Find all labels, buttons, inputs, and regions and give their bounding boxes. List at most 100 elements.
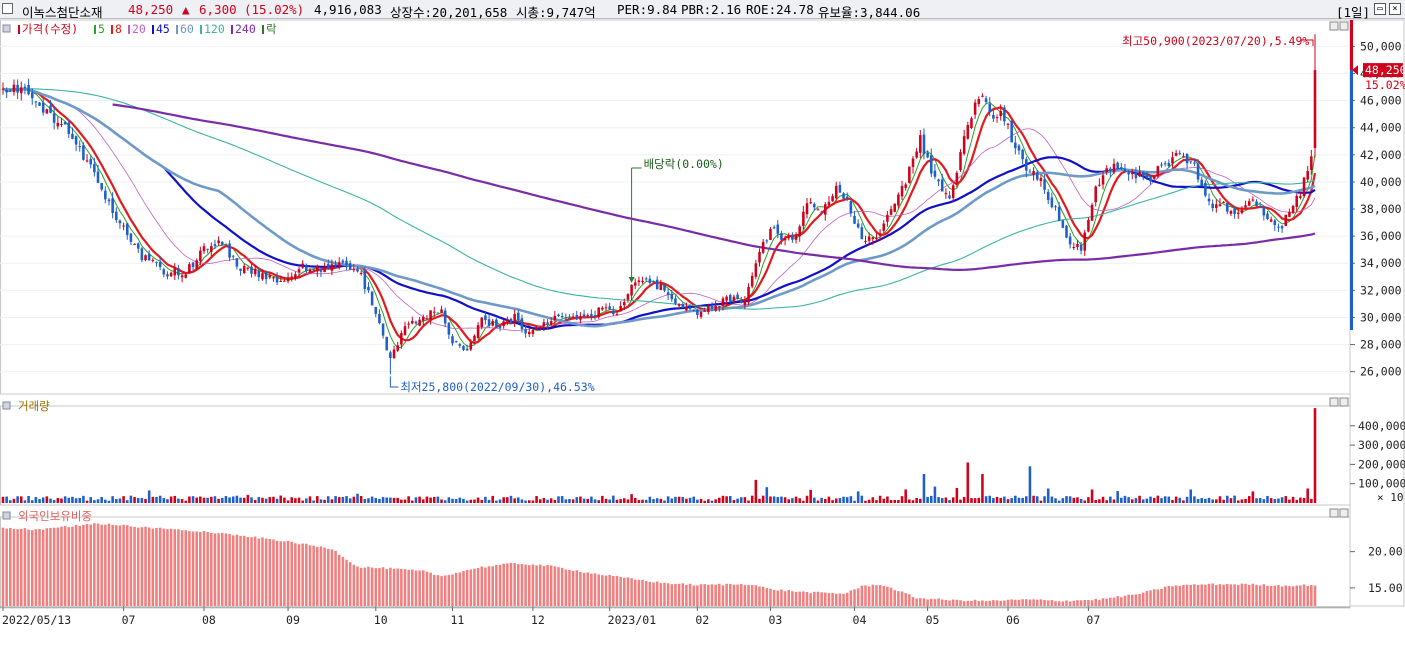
foreign-bar — [199, 531, 202, 606]
candle-body — [1291, 205, 1295, 214]
foreign-bar — [619, 576, 622, 606]
legend-swatch — [176, 25, 178, 34]
candle-body — [546, 322, 549, 326]
volume-bar — [644, 499, 648, 503]
pbr-value: PBR:2.16 — [681, 2, 742, 17]
candle-body — [1014, 142, 1017, 149]
candle-body — [1149, 177, 1152, 182]
candle-body — [571, 316, 575, 318]
volume-bar — [1083, 500, 1087, 503]
current-price-tag: 48,250 — [1365, 63, 1405, 77]
foreign-bar — [363, 567, 367, 606]
volume-bar — [988, 495, 992, 503]
volume-bar — [878, 495, 882, 503]
volume-bar — [1306, 488, 1309, 503]
candle-body — [681, 303, 685, 308]
candle-body — [1006, 123, 1010, 125]
candle-body — [659, 284, 663, 290]
candle-body — [1032, 171, 1035, 175]
candle-body — [498, 325, 502, 328]
foreign-bar — [780, 589, 783, 606]
volume-bar — [809, 489, 812, 503]
volume-bar — [944, 497, 948, 503]
candle-body — [597, 307, 600, 318]
foreign-bar — [316, 546, 319, 606]
close-icon[interactable]: × — [1389, 3, 1401, 15]
candle-body — [1025, 159, 1028, 171]
volume-bar — [323, 499, 326, 503]
x-tick-label: 12 — [531, 613, 545, 627]
volume-bar — [685, 498, 688, 503]
candle-body — [718, 306, 721, 308]
volume-close-icon — [1339, 397, 1349, 407]
restore-icon[interactable]: ▭ — [1374, 3, 1386, 15]
foreign-bar — [23, 528, 27, 606]
volume-bar — [586, 498, 590, 503]
candle-body — [615, 313, 619, 315]
foreign-bar — [908, 594, 911, 606]
volume-bar — [791, 498, 794, 503]
volume-bar — [506, 497, 509, 503]
volume-bar — [370, 496, 374, 503]
foreign-bar — [981, 600, 984, 606]
period-button[interactable]: [1일] — [1336, 5, 1371, 20]
candle-body — [74, 136, 78, 145]
volume-bar — [469, 499, 473, 503]
foreign-bar — [1087, 600, 1090, 606]
foreign-bar — [195, 531, 198, 606]
candle-body — [813, 203, 816, 208]
volume-bar — [129, 495, 133, 503]
foreign-bar — [612, 576, 615, 606]
foreign-bar — [1182, 584, 1185, 606]
candle-body — [1226, 202, 1229, 212]
volume-bar — [27, 495, 30, 503]
volume-bar — [436, 496, 440, 503]
candle-body — [144, 255, 147, 261]
foreign-bar — [809, 593, 812, 606]
candle-body — [30, 92, 34, 99]
legend-entry: 8 — [115, 22, 122, 36]
volume-bar — [842, 496, 845, 503]
price-change: 6,300 — [199, 2, 237, 17]
candle-body — [290, 276, 293, 279]
candle-body — [805, 203, 809, 215]
foreign-bar — [736, 584, 739, 606]
candle-body — [988, 103, 992, 113]
foreign-bar — [177, 529, 180, 606]
candle-body — [67, 122, 71, 134]
volume-bar — [1207, 497, 1211, 503]
foreign-bar — [334, 550, 337, 606]
candle-body — [995, 117, 999, 119]
select-checkbox[interactable] — [2, 3, 13, 14]
foreign-bar — [78, 525, 82, 606]
candle-body — [663, 284, 666, 291]
foreign-bar — [144, 526, 147, 606]
candle-body — [122, 225, 125, 227]
x-tick-label: 11 — [451, 613, 465, 627]
foreign-bar — [326, 548, 330, 606]
foreign-bar — [224, 533, 228, 606]
volume-bar — [337, 497, 341, 503]
candle-body — [699, 312, 703, 317]
foreign-bar — [1017, 599, 1021, 606]
volume-bar — [966, 462, 970, 503]
volume-bar — [23, 500, 27, 503]
candle-body — [34, 101, 38, 103]
volume-bar — [220, 497, 224, 503]
volume-bar — [1189, 489, 1193, 503]
foreign-bar — [465, 569, 469, 606]
volume-bar — [981, 474, 984, 503]
volume-bar — [816, 500, 820, 503]
candle-body — [623, 302, 626, 306]
volume-bar — [739, 497, 743, 503]
foreign-bar — [707, 584, 710, 606]
volume-bar — [1215, 499, 1218, 503]
x-tick-label: 06 — [1006, 613, 1020, 627]
foreign-bar — [118, 525, 122, 606]
candle-body — [1098, 184, 1101, 186]
foreign-bar — [115, 525, 118, 606]
foreign-bar — [1098, 600, 1101, 606]
foreign-bar — [798, 591, 801, 606]
foreign-bar — [30, 530, 34, 606]
